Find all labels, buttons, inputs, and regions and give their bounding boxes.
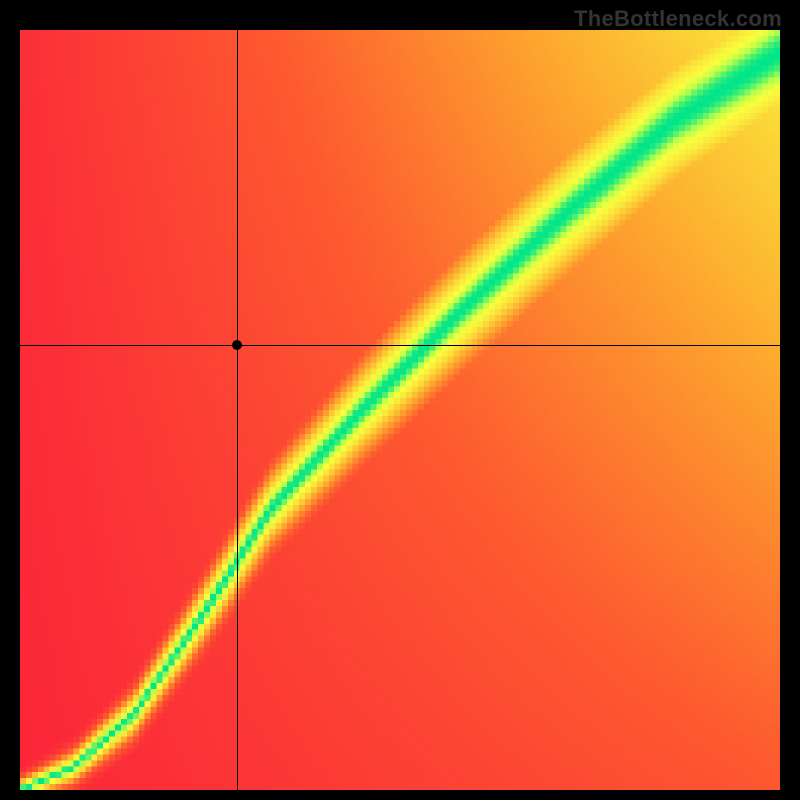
heatmap-plot [20, 30, 780, 790]
heatmap-canvas [20, 30, 780, 790]
watermark-text: TheBottleneck.com [574, 6, 782, 32]
